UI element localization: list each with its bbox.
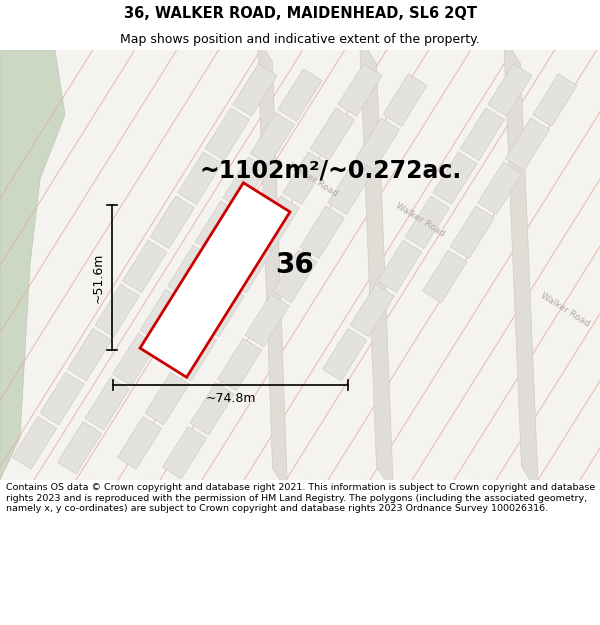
Polygon shape <box>478 162 522 214</box>
Polygon shape <box>245 294 289 347</box>
Polygon shape <box>140 182 290 378</box>
Polygon shape <box>145 372 189 425</box>
Text: ~51.6m: ~51.6m <box>91 253 104 302</box>
Polygon shape <box>338 64 382 116</box>
Text: Contains OS data © Crown copyright and database right 2021. This information is : Contains OS data © Crown copyright and d… <box>6 483 595 513</box>
Polygon shape <box>150 196 194 249</box>
Polygon shape <box>173 328 217 381</box>
Polygon shape <box>383 74 427 126</box>
Polygon shape <box>190 382 234 435</box>
Text: 36, WALKER ROAD, MAIDENHEAD, SL6 2QT: 36, WALKER ROAD, MAIDENHEAD, SL6 2QT <box>124 6 476 21</box>
Polygon shape <box>405 196 449 249</box>
Polygon shape <box>223 157 267 209</box>
Polygon shape <box>218 338 262 391</box>
Polygon shape <box>95 284 139 337</box>
Polygon shape <box>200 284 244 337</box>
Polygon shape <box>328 162 372 214</box>
Text: Map shows position and indicative extent of the property.: Map shows position and indicative extent… <box>120 32 480 46</box>
Polygon shape <box>68 328 112 381</box>
Polygon shape <box>533 74 577 126</box>
Polygon shape <box>123 240 167 292</box>
Polygon shape <box>323 328 367 381</box>
Polygon shape <box>255 196 299 249</box>
Polygon shape <box>350 284 394 337</box>
Polygon shape <box>140 289 184 342</box>
Polygon shape <box>423 250 467 302</box>
Polygon shape <box>355 118 400 170</box>
Polygon shape <box>503 36 538 494</box>
Polygon shape <box>273 250 317 302</box>
Polygon shape <box>0 50 65 480</box>
Polygon shape <box>278 69 322 121</box>
Polygon shape <box>85 378 129 430</box>
Polygon shape <box>13 417 56 469</box>
Text: Walker Road: Walker Road <box>539 291 591 329</box>
Polygon shape <box>58 422 101 474</box>
Polygon shape <box>378 240 422 292</box>
Polygon shape <box>118 417 161 469</box>
Text: Walker Road: Walker Road <box>287 161 339 199</box>
Polygon shape <box>195 201 239 254</box>
Polygon shape <box>300 206 344 259</box>
Polygon shape <box>359 36 394 494</box>
Polygon shape <box>310 108 355 160</box>
Text: ~1102m²/~0.272ac.: ~1102m²/~0.272ac. <box>200 158 462 182</box>
Polygon shape <box>228 240 272 292</box>
Text: Walker Road: Walker Road <box>394 201 446 239</box>
Polygon shape <box>283 152 327 204</box>
Polygon shape <box>460 108 505 160</box>
Polygon shape <box>450 206 494 259</box>
Polygon shape <box>250 113 295 165</box>
Polygon shape <box>433 152 477 204</box>
Polygon shape <box>488 64 532 116</box>
Polygon shape <box>178 152 222 204</box>
Polygon shape <box>163 427 206 479</box>
Text: 36: 36 <box>275 251 314 279</box>
Polygon shape <box>505 118 550 170</box>
Polygon shape <box>233 64 277 116</box>
Polygon shape <box>113 333 157 386</box>
Polygon shape <box>40 372 84 425</box>
Polygon shape <box>168 245 212 298</box>
Text: ~74.8m: ~74.8m <box>205 392 256 406</box>
Polygon shape <box>257 38 287 492</box>
Polygon shape <box>205 108 250 160</box>
